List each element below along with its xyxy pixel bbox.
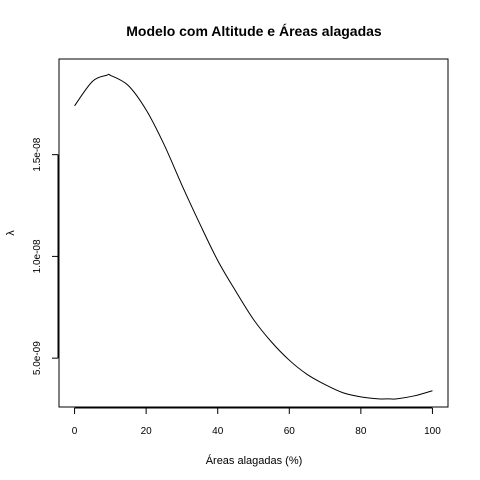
x-tick-label: 100	[424, 426, 441, 437]
x-tick-label: 40	[212, 426, 224, 437]
y-tick-label: 1.0e-08	[32, 239, 43, 273]
y-tick-label: 1.5e-08	[32, 137, 43, 171]
x-axis-label: Áreas alagadas (%)	[206, 454, 303, 467]
y-tick-label: 5.0e-09	[32, 341, 43, 375]
chart-title: Modelo com Altitude e Áreas alagadas	[126, 23, 382, 39]
series-line	[74, 73, 433, 400]
x-tick-label: 80	[355, 426, 367, 437]
x-tick-label: 60	[284, 426, 296, 437]
x-tick-label: 20	[141, 426, 153, 437]
y-axis: 5.0e-09 1.0e-08 1.5e-08	[32, 137, 59, 375]
y-axis-label: λ	[5, 230, 17, 236]
x-axis: 0 20 40 60 80 100	[72, 407, 441, 437]
plot-frame	[58, 58, 449, 408]
x-tick-label: 0	[72, 426, 78, 437]
